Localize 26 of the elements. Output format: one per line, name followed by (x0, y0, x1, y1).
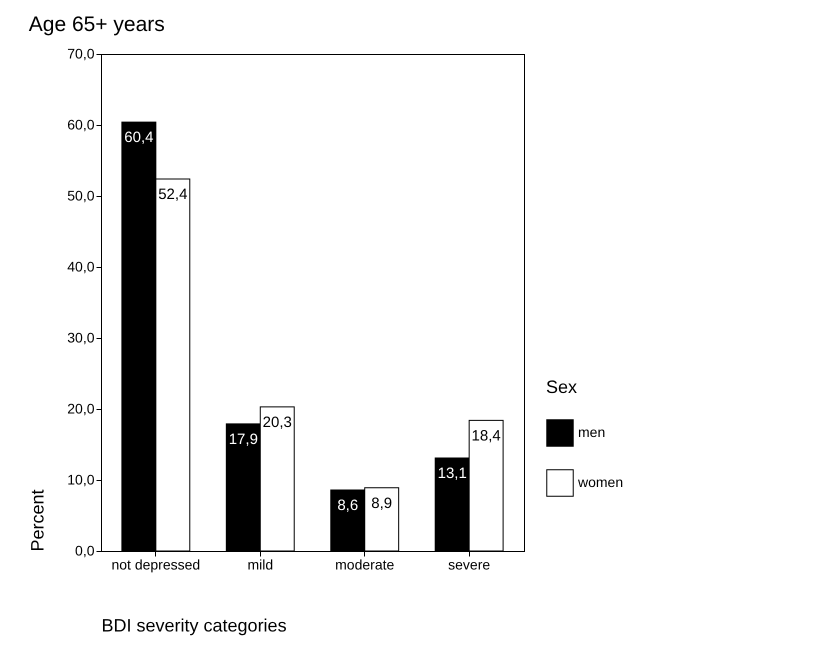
y-tick-label: 10,0 (67, 472, 95, 488)
legend-label: men (578, 424, 606, 440)
y-tick-label: 20,0 (67, 400, 95, 416)
y-tick-label: 40,0 (67, 258, 95, 274)
x-axis-title: BDI severity categories (102, 616, 287, 636)
data-label: 18,4 (472, 427, 501, 444)
data-label: 13,1 (438, 464, 467, 482)
x-tick-label: mild (247, 556, 274, 572)
data-label: 52,4 (158, 186, 188, 203)
y-tick-label: 0,0 (75, 542, 95, 558)
data-label: 8,6 (337, 496, 358, 514)
legend-label: women (577, 474, 624, 490)
data-label: 17,9 (228, 430, 258, 448)
y-tick-label: 60,0 (67, 116, 95, 132)
x-tick-label: moderate (335, 556, 395, 572)
x-tick-label: not depressed (111, 556, 200, 572)
x-tick-label: severe (448, 556, 490, 572)
data-label: 60,4 (124, 129, 154, 146)
y-tick-label: 70,0 (67, 46, 95, 62)
data-label: 20,3 (262, 414, 292, 431)
y-tick-label: 50,0 (67, 188, 95, 204)
y-axis-title: Percent (27, 489, 48, 552)
data-label: 8,9 (371, 494, 392, 512)
y-tick-label: 30,0 (67, 330, 95, 346)
legend-title: Sex (546, 377, 578, 397)
chart-title: Age 65+ years (28, 13, 165, 36)
